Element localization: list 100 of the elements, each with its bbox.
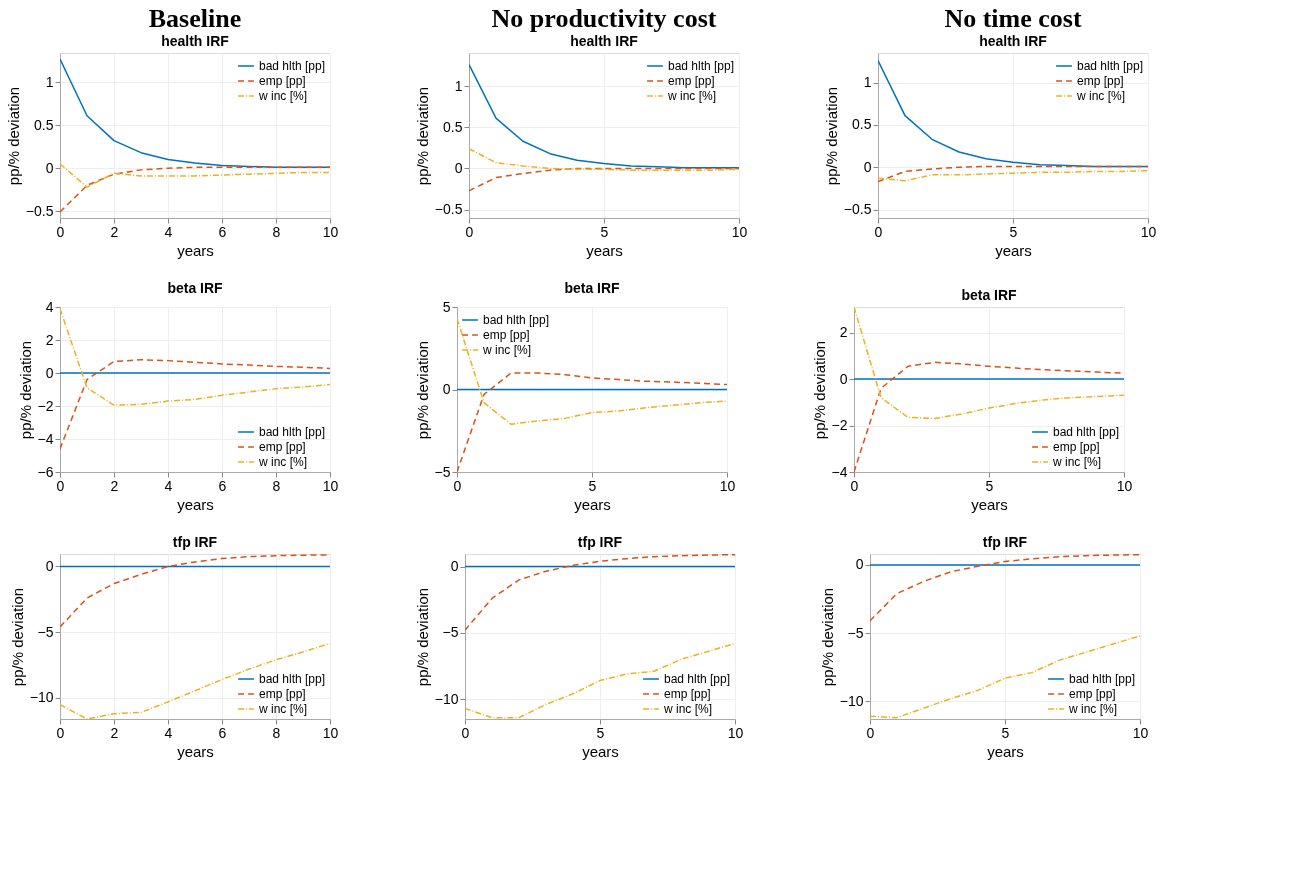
y-axis-title: pp/% deviation [413,86,431,186]
y-tick-label: −10 [29,689,54,706]
x-tick-label: 0 [56,477,65,494]
legend-label: emp [pp] [259,687,306,701]
line-series [60,166,330,213]
x-tick-label: 4 [164,724,173,741]
x-axis-title: years [971,495,1008,513]
line-series [465,554,735,631]
y-tick-label: 5 [442,298,451,315]
x-tick-label: 0 [56,724,65,741]
y-tick-label: 0 [863,158,872,175]
x-tick-label: 10 [322,223,339,240]
y-tick-label: 0 [450,558,459,575]
x-axis-title: years [987,742,1024,760]
y-tick-label: 0 [45,557,54,574]
y-axis-title: pp/% deviation [16,340,34,440]
y-tick-label: 0 [839,370,848,387]
y-axis-title: pp/% deviation [822,86,840,186]
line-series [469,63,739,169]
y-axis-title: pp/% deviation [818,587,836,687]
y-axis-title: pp/% deviation [413,340,431,440]
chart-subtitle: health IRF [161,33,230,49]
x-axis-title: years [574,495,611,513]
y-tick-label: −10 [434,690,459,707]
x-axis-title: years [995,241,1032,259]
legend-label: emp [pp] [259,74,306,88]
x-tick-label: 10 [1132,724,1149,741]
line-series [878,169,1148,182]
x-tick-label: 10 [1116,477,1133,494]
chart-title: beta IRF [167,280,224,296]
legend-label: w inc [%] [258,455,308,469]
legend-label: w inc [%] [667,89,717,103]
x-tick-label: 5 [596,724,605,741]
x-tick-label: 4 [164,223,173,240]
x-tick-label: 5 [985,477,994,494]
chart-title: beta IRF [961,287,1018,303]
legend-label: bad hlth [pp] [664,672,731,686]
line-series [60,163,330,188]
x-tick-label: 8 [272,477,281,494]
y-tick-label: −0.5 [25,202,54,219]
x-tick-label: 0 [465,223,474,240]
y-tick-label: −0.5 [434,201,463,218]
x-tick-label: 10 [322,724,339,741]
x-tick-label: 0 [874,223,883,240]
x-tick-label: 5 [588,477,597,494]
legend-label: w inc [%] [482,343,532,357]
x-axis-title: years [177,241,214,259]
chart-title: tfp IRF [577,534,623,550]
legend-label: emp [pp] [668,74,715,88]
chart-title: beta IRF [564,280,621,296]
y-tick-label: −5 [434,463,451,480]
legend-label: emp [pp] [483,328,530,342]
chart-subtitle: health IRF [570,33,639,49]
legend-label: w inc [%] [1076,89,1126,103]
y-axis-title: pp/% deviation [4,86,22,186]
legend-label: bad hlth [pp] [259,672,326,686]
legend-label: bad hlth [pp] [483,313,550,327]
line-series [469,167,739,192]
x-tick-label: 2 [110,477,119,494]
x-tick-label: 5 [600,223,609,240]
y-axis-title: pp/% deviation [810,340,828,440]
legend-label: bad hlth [pp] [1077,59,1144,73]
y-tick-label: 1 [454,77,463,94]
y-tick-label: −10 [839,692,864,709]
x-axis-title: years [582,742,619,760]
legend-label: bad hlth [pp] [668,59,735,73]
line-series [457,317,727,425]
y-tick-label: 0.5 [34,116,54,133]
x-tick-label: 10 [322,477,339,494]
legend-label: w inc [%] [1052,455,1102,469]
legend-label: bad hlth [pp] [259,59,326,73]
y-tick-label: 1 [863,74,872,91]
legend-label: w inc [%] [1068,702,1118,716]
y-tick-label: −6 [37,463,54,480]
x-tick-label: 8 [272,223,281,240]
x-tick-label: 10 [731,223,748,240]
x-tick-label: 6 [218,477,227,494]
chart-title: Baseline [148,4,242,33]
y-tick-label: −5 [847,624,864,641]
y-tick-label: 0.5 [852,116,872,133]
y-tick-label: 0 [45,159,54,176]
y-tick-label: 0 [454,160,463,176]
x-tick-label: 5 [1001,724,1010,741]
legend-label: emp [pp] [1077,74,1124,88]
y-tick-label: 2 [839,324,848,341]
y-axis-title: pp/% deviation [413,587,431,687]
y-tick-label: 0.5 [443,118,463,135]
y-tick-label: 4 [45,298,54,315]
line-series [878,59,1148,168]
x-axis-title: years [586,241,623,259]
y-tick-label: −2 [37,397,54,414]
chart-title: tfp IRF [172,534,218,550]
legend-label: emp [pp] [1053,440,1100,454]
y-tick-label: 0 [855,556,864,573]
legend-label: w inc [%] [258,702,308,716]
x-tick-label: 8 [272,724,281,741]
legend-label: bad hlth [pp] [1053,425,1120,439]
y-tick-label: 0 [442,381,451,397]
x-tick-label: 10 [1140,223,1157,240]
y-tick-label: −5 [442,624,459,641]
